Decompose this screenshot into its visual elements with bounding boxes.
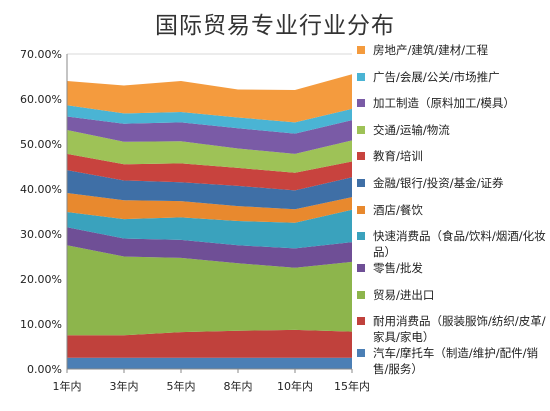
x-tick-label: 10年内 [277,379,313,393]
legend-label: 加工制造（原料加工/模具） [373,96,515,111]
legend-label: 耐用消费品（服装服饰/纺织/皮革/家具/家电） [373,314,546,345]
legend-item: 汽车/摩托车（制造/维护/配件/销售/服务） [357,345,550,377]
area-series [67,74,352,369]
y-tick-label: 60.00% [20,93,62,106]
area-series-10 [67,105,352,134]
y-tick-label: 70.00% [20,48,62,61]
y-tick-label: 10.00% [20,318,62,331]
legend-label: 房地产/建筑/建材/工程 [373,43,489,57]
y-tick-labels: 0.00% 10.00% 20.00% 30.00% 40.00% 50.00% 60.00… [20,48,62,376]
legend-swatch [357,178,365,187]
x-tick-label: 8年内 [224,379,253,393]
legend-label: 贸易/进出口 [373,287,435,302]
y-tick-label: 20.00% [20,273,62,286]
area-series-7 [67,153,352,191]
legend-swatch [357,125,365,134]
legend-label: 交通/运输/物流 [373,122,450,137]
area-series-4 [67,209,352,249]
legend-label: 金融/银行/投资/基金/证券 [373,175,504,190]
legend-item: 耐用消费品（服装服饰/纺织/皮革/家具/家电） [357,313,550,345]
legend-item: 快速消费品（食品/饮料/烟酒/化妆品） [357,228,550,260]
legend-swatch [357,232,365,241]
legend-item: 酒店/餐饮 [357,202,550,218]
area-series-2 [67,245,352,336]
legend: 房地产/建筑/建材/工程 广告/会展/公关/市场推广 加工制造（原料加工/模具） 交通… [357,42,550,377]
legend-swatch [357,264,365,273]
area-series-0 [67,357,352,369]
area-series-6 [67,170,352,210]
legend-swatch [357,99,365,108]
legend-item: 教育/培训 [357,148,550,164]
y-tick-label: 0.00% [27,363,62,376]
legend-label: 教育/培训 [373,149,423,164]
area-series-3 [67,227,352,268]
x-tick-label: 3年内 [110,379,139,393]
legend-swatch [357,290,365,299]
legend-item: 广告/会展/公关/市场推广 [357,69,550,85]
x-tick-label: 15年内 [334,379,370,393]
y-tick-label: 50.00% [20,138,62,151]
area-series-5 [67,193,352,223]
legend-swatch [357,72,365,81]
legend-swatch [357,349,365,358]
axes [66,54,353,373]
x-tick-labels: 1年内 3年内 5年内 8年内 10年内 15年内 [53,379,371,393]
legend-label: 快速消费品（食品/饮料/烟酒/化妆品） [373,229,546,260]
legend-swatch [357,152,365,161]
legend-item: 金融/银行/投资/基金/证券 [357,175,550,191]
legend-label: 酒店/餐饮 [373,202,423,217]
chart-title: 国际贸易专业行业分布 [155,13,395,39]
legend-label: 零售/批发 [373,261,423,276]
legend-swatch [357,205,365,214]
x-tick-label: 1年内 [53,379,82,393]
y-tick-label: 30.00% [20,228,62,241]
area-series-11 [67,74,352,123]
legend-item: 贸易/进出口 [357,287,550,303]
area-series-9 [67,116,352,154]
x-tick-label: 5年内 [167,379,196,393]
legend-item: 房地产/建筑/建材/工程 [357,42,550,58]
y-tick-label: 40.00% [20,183,62,196]
legend-label: 广告/会展/公关/市场推广 [373,69,500,84]
legend-item: 加工制造（原料加工/模具） [357,95,550,111]
area-series-1 [67,329,352,358]
legend-swatch [357,46,365,54]
legend-item: 交通/运输/物流 [357,122,550,138]
area-series-8 [67,130,352,173]
legend-label: 汽车/摩托车（制造/维护/配件/销售/服务） [373,346,538,377]
legend-swatch [357,317,365,326]
legend-item: 零售/批发 [357,260,550,276]
